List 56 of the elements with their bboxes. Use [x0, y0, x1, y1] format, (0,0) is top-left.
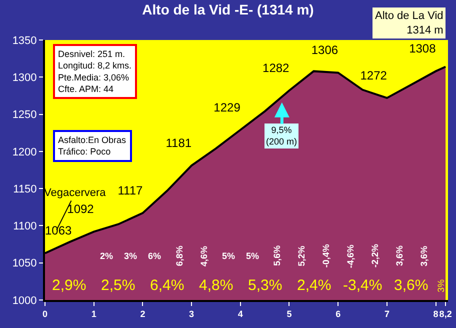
- annotation: 3,6%: [394, 245, 404, 266]
- data-label: 1306: [311, 43, 338, 58]
- data-label: 1229: [214, 100, 241, 114]
- data-label: 1092: [67, 202, 94, 216]
- y-tick-label: 1000: [12, 294, 37, 307]
- x-tick-label: 0: [42, 308, 48, 319]
- x-tick-label: 8,2: [439, 308, 452, 319]
- annotation: 3%: [436, 279, 446, 292]
- y-tick-label: 1350: [12, 34, 37, 47]
- annotation: 9,5% (200 m): [266, 125, 298, 147]
- annotation: -0,4%: [321, 244, 332, 268]
- annotation: 6,8%: [174, 246, 185, 266]
- annotation: 2%: [100, 251, 114, 261]
- y-tick-label: 1050: [12, 258, 37, 270]
- annotation: 6%: [148, 251, 162, 261]
- x-tick-label: 1: [91, 308, 96, 319]
- y-tick-label: 1150: [13, 183, 37, 196]
- annotation: 4,6%: [198, 246, 209, 267]
- y-tick-label: 1200: [12, 146, 37, 158]
- annotation: -4,6%: [346, 244, 356, 268]
- annotation: -3,4%: [343, 277, 382, 294]
- y-tick-label: 1250: [12, 109, 37, 122]
- x-tick-label: 7: [384, 308, 390, 319]
- y-tick-label: 1100: [13, 220, 37, 233]
- x-tick-label: 5: [286, 308, 292, 319]
- data-label: 1308: [409, 42, 436, 56]
- annotation: Vegacervera: [44, 187, 107, 199]
- annotation: 5%: [246, 251, 260, 261]
- y-tick-label: 1300: [12, 72, 37, 84]
- annotation: Asfalto:En Obras Tráfico: Poco: [58, 135, 127, 157]
- annotation: 4,8%: [199, 277, 234, 294]
- annotation: 3%: [124, 251, 138, 261]
- annotation: 2,4%: [297, 277, 332, 294]
- annotation: Alto de La Vid 1314 m: [375, 10, 444, 36]
- annotation: 5,2%: [296, 246, 307, 266]
- x-tick-label: 3: [189, 308, 194, 319]
- data-label: 1272: [360, 68, 388, 82]
- x-tick-label: 4: [238, 308, 243, 319]
- data-label: 1181: [166, 136, 192, 150]
- annotation: -2,2%: [370, 244, 380, 268]
- data-label: 1282: [262, 60, 290, 75]
- data-label: 1117: [118, 183, 144, 198]
- annotation: 5,6%: [272, 245, 282, 266]
- chart-title: Alto de la Vid -E- (1314 m): [142, 2, 314, 18]
- annotation: 3,6%: [394, 277, 428, 294]
- data-label: 1063: [45, 224, 72, 238]
- annotation: 5%: [222, 251, 236, 261]
- x-tick-label: 6: [336, 308, 341, 319]
- annotation: Desnivel: 251 m. Longitud: 8,2 kms. Pte.Media: 3,06% Cfte. APM: 44: [58, 49, 132, 94]
- annotation: 6,4%: [150, 277, 184, 294]
- annotation: 5,3%: [248, 277, 282, 294]
- annotation: 2,9%: [52, 277, 86, 294]
- annotation: 3,6%: [418, 246, 429, 266]
- x-tick-label: 8: [433, 308, 438, 319]
- annotation: 2,5%: [101, 277, 136, 294]
- x-tick-label: 2: [140, 308, 146, 319]
